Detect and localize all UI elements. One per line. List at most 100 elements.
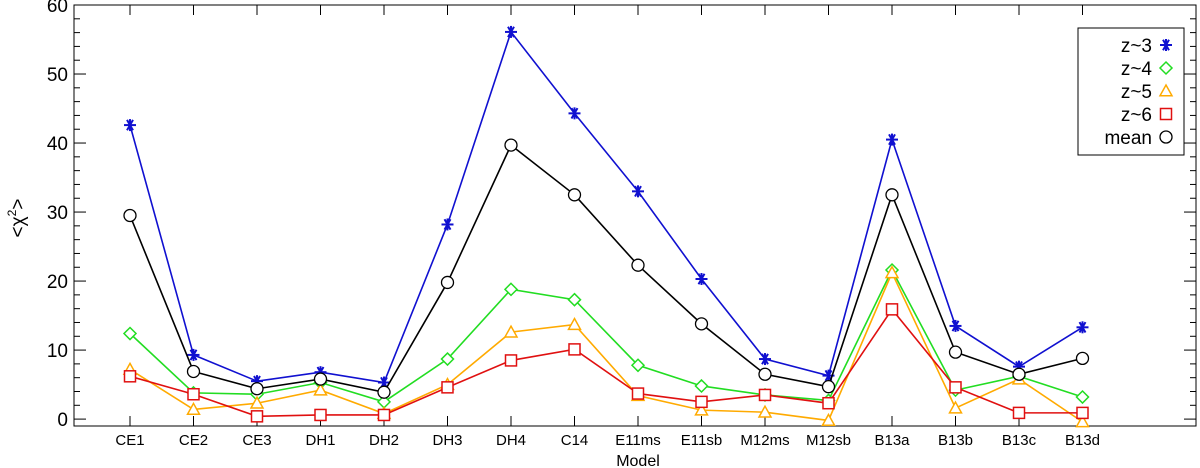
x-tick-label: C14 — [561, 432, 589, 449]
data-point — [504, 354, 518, 367]
data-point — [503, 282, 519, 297]
data-point — [1075, 414, 1090, 428]
legend-label: mean — [1104, 128, 1152, 149]
y-tick-label: 0 — [57, 410, 68, 431]
x-tick-label: DH3 — [432, 432, 462, 449]
data-point — [313, 382, 328, 396]
data-point — [441, 218, 454, 231]
data-point — [568, 107, 581, 120]
data-point — [377, 385, 391, 399]
plot-frame — [73, 4, 1197, 427]
x-tick-label: E11ms — [615, 432, 661, 449]
x-tick-label: CE1 — [115, 432, 144, 449]
data-point — [694, 317, 709, 331]
data-point — [884, 265, 900, 279]
data-point — [567, 292, 582, 307]
data-point — [949, 381, 962, 394]
x-tick-label: M12sb — [806, 432, 851, 449]
x-tick-label: DH4 — [496, 432, 526, 449]
data-point — [948, 345, 963, 359]
x-tick-label: DH1 — [305, 432, 335, 449]
legend-marker — [1158, 83, 1174, 97]
data-point — [504, 138, 518, 152]
data-point — [630, 358, 646, 373]
data-point — [631, 387, 645, 400]
y-tick-label: 40 — [47, 134, 68, 155]
axes: 0 10 20 30 40 50 60 CE1 CE2 CE3 DH1 DH2 DH3 DH4 C14 E11… — [47, 0, 1197, 449]
data-point — [694, 402, 709, 416]
data-point — [377, 408, 391, 422]
data-point — [695, 272, 708, 285]
data-point — [250, 382, 264, 396]
legend-label: z~6 — [1121, 105, 1152, 126]
data-point — [123, 370, 137, 383]
x-tick-label: M12ms — [740, 432, 789, 449]
series-line — [129, 270, 1083, 423]
series-line — [129, 268, 1083, 403]
data-point — [187, 348, 200, 361]
y-tick-label: 20 — [47, 272, 68, 293]
y-axis-title: <χ2> — [5, 199, 29, 238]
data-point — [886, 133, 898, 146]
data-point — [632, 185, 644, 198]
data-point — [122, 326, 138, 341]
data-point — [568, 343, 581, 356]
data-point — [1075, 351, 1090, 366]
y-tick-label: 30 — [47, 203, 68, 224]
data-point — [186, 401, 201, 415]
data-point — [123, 208, 137, 223]
legend-label: z~3 — [1121, 36, 1152, 57]
legend-marker — [1159, 130, 1173, 144]
data-point — [759, 353, 771, 366]
data-point — [822, 396, 835, 410]
data-point — [187, 388, 200, 401]
series-layer — [122, 25, 1090, 428]
y-axis-title-sup: 2 — [5, 209, 19, 216]
y-tick-label: 50 — [47, 65, 68, 86]
data-point — [503, 324, 519, 338]
series-line — [129, 30, 1083, 384]
x-tick-label: B13b — [938, 432, 973, 449]
series-mean — [123, 138, 1090, 399]
data-point — [313, 372, 328, 386]
data-point — [694, 378, 709, 394]
data-point — [949, 319, 962, 332]
x-tick-label: DH2 — [369, 432, 399, 449]
series-line — [129, 308, 1083, 418]
data-point — [1076, 321, 1089, 334]
y-tick-label: 60 — [47, 0, 68, 17]
data-point — [821, 412, 836, 427]
series-line — [129, 143, 1083, 394]
legend-label: z~4 — [1121, 59, 1153, 80]
x-tick-label: B13c — [1002, 432, 1037, 449]
data-point — [441, 381, 454, 394]
data-point — [695, 395, 708, 409]
data-point — [249, 395, 265, 409]
legend-marker — [1160, 39, 1172, 51]
data-point — [885, 303, 899, 316]
data-point — [124, 119, 136, 132]
data-point — [567, 317, 582, 331]
data-point — [250, 410, 264, 423]
x-axis-title: Model — [616, 453, 660, 468]
legend-marker — [1159, 107, 1173, 121]
data-point — [1075, 389, 1090, 405]
x-tick-label: CE2 — [179, 432, 208, 449]
data-point — [885, 188, 899, 202]
data-point — [1012, 367, 1026, 381]
series-z3 — [124, 25, 1089, 389]
data-point — [186, 364, 201, 379]
data-point — [948, 400, 963, 414]
data-point — [758, 367, 772, 381]
data-point — [567, 188, 582, 202]
series-z6 — [123, 303, 1089, 423]
legend-label: z~5 — [1121, 82, 1152, 103]
x-tick-label: CE3 — [242, 432, 271, 449]
data-point — [1012, 406, 1026, 420]
y-tick-label: 10 — [47, 341, 68, 362]
data-point — [758, 388, 772, 402]
data-point — [631, 258, 645, 272]
data-point — [314, 408, 327, 422]
